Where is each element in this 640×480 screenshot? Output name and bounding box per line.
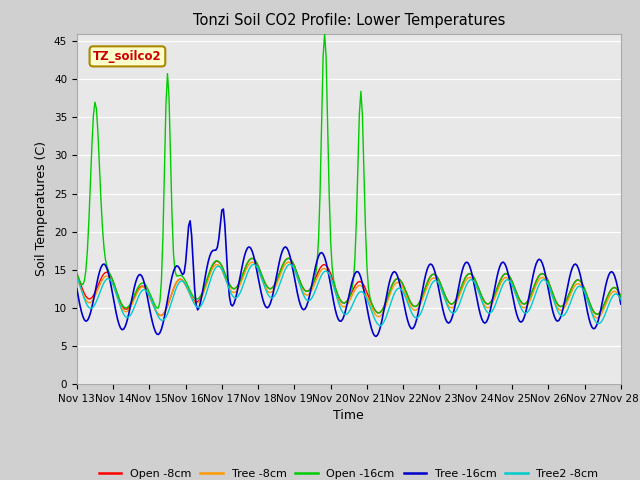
- Y-axis label: Soil Temperatures (C): Soil Temperatures (C): [35, 141, 48, 276]
- X-axis label: Time: Time: [333, 409, 364, 422]
- Text: TZ_soilco2: TZ_soilco2: [93, 50, 162, 63]
- Title: Tonzi Soil CO2 Profile: Lower Temperatures: Tonzi Soil CO2 Profile: Lower Temperatur…: [193, 13, 505, 28]
- Legend: Open -8cm, Tree -8cm, Open -16cm, Tree -16cm, Tree2 -8cm: Open -8cm, Tree -8cm, Open -16cm, Tree -…: [95, 465, 603, 480]
